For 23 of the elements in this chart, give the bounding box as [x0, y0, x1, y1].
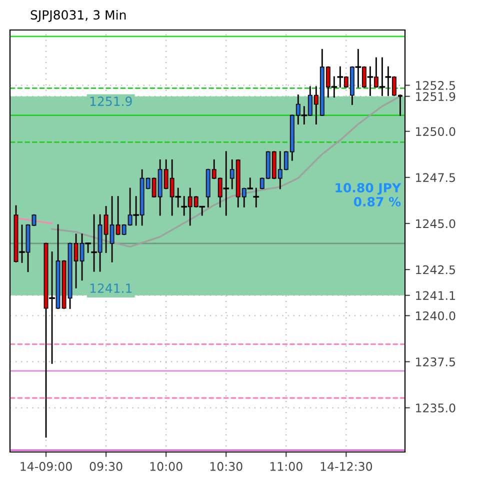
- x-tick-label: 14-09:00: [20, 462, 72, 471]
- x-tick-label: 11:00: [270, 462, 302, 471]
- candlestick: [32, 214, 36, 226]
- x-tick-label: 10:00: [150, 462, 182, 471]
- x-tick-label: 14-12:30: [320, 462, 372, 471]
- y-tick-label: 1245.0: [416, 219, 456, 228]
- line-series: [51, 96, 402, 248]
- y-tick-label: 1235.0: [416, 403, 456, 412]
- x-tick-label: 09:30: [90, 462, 122, 471]
- annotation: 1251.9: [90, 96, 132, 106]
- annotation: 1241.1: [90, 283, 132, 293]
- x-tick-label: 10:30: [210, 462, 242, 471]
- y-tick-label: 1242.5: [416, 265, 455, 274]
- chart-title: SJPJ8031, 3 Min: [30, 10, 126, 22]
- band-label: 10.80 JPY 0.87 %: [336, 183, 402, 206]
- y-tick-label: 1247.5: [416, 173, 455, 182]
- y-tick-label: 1252.5: [416, 81, 455, 90]
- y-tick-label: 1237.5: [416, 357, 455, 366]
- y-tick-label: 1251.9: [416, 92, 456, 101]
- candlestick: [253, 188, 260, 208]
- y-tick-label: 1250.0: [416, 127, 456, 136]
- y-tick-label: 1240.0: [416, 311, 456, 320]
- y-tick-label: 1241.1: [416, 291, 455, 300]
